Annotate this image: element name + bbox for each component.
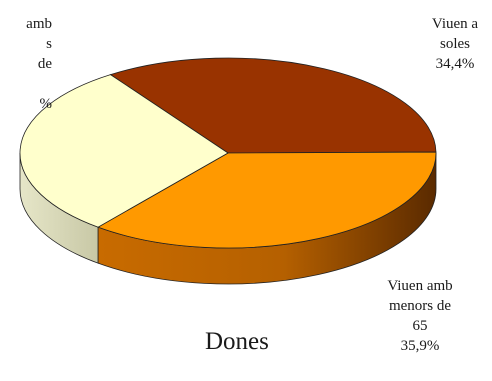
label-line: menors de bbox=[388, 298, 452, 314]
chart-title: Dones bbox=[205, 328, 269, 355]
slice-label-viuen-a-soles: Viuen a soles 34,4% bbox=[410, 14, 492, 74]
label-line: soles bbox=[440, 36, 470, 52]
pie-slice bbox=[109, 57, 437, 154]
label-percent: 34,4% bbox=[435, 56, 475, 72]
slice-label-viuen-amb-menors: Viuen amb menors de 65 35,9% bbox=[365, 276, 475, 356]
label-line: amb bbox=[26, 16, 52, 32]
label-line: Viuen a bbox=[431, 16, 479, 32]
label-line: Viuen amb bbox=[387, 278, 453, 294]
label-line: s bbox=[46, 36, 52, 52]
label-line: 65 bbox=[412, 318, 428, 334]
label-percent: 35,9% bbox=[400, 338, 440, 354]
pie-slice bbox=[97, 151, 437, 249]
pie-slice bbox=[19, 74, 229, 228]
label-line: de bbox=[37, 56, 52, 72]
label-percent: % bbox=[39, 96, 53, 112]
slice-label-viuen-amb-majors: amb s de % bbox=[0, 14, 52, 114]
